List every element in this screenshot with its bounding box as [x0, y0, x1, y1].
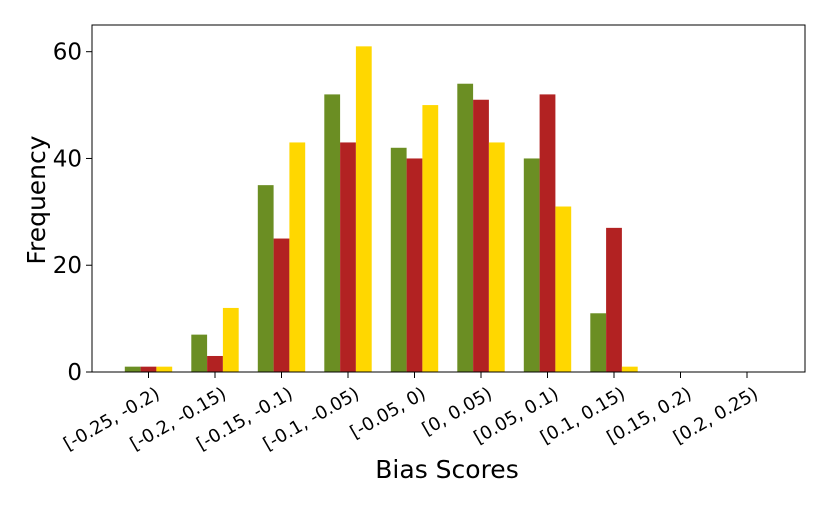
y-tick-label: 60 [53, 40, 82, 66]
y-axis-title: Frequency [22, 135, 51, 264]
bar-series-2-2 [273, 238, 290, 372]
bar-series-1-2 [257, 185, 274, 372]
bar-series-3-5 [488, 142, 505, 372]
bar-series-1-3 [324, 94, 341, 373]
plot-frame [91, 24, 806, 373]
x-tick-label: [-0.05, 0) [347, 383, 430, 443]
bar-series-1-7 [590, 313, 607, 372]
bar-series-1-5 [457, 83, 474, 372]
bar-series-3-3 [355, 46, 372, 372]
bar-series-3-1 [222, 307, 239, 372]
bar-series-3-4 [422, 105, 439, 372]
bar-series-1-0 [124, 366, 141, 372]
bar-series-2-3 [340, 142, 356, 372]
bar-series-2-4 [406, 158, 423, 372]
bar-series-2-5 [473, 99, 489, 373]
bar-series-3-0 [156, 366, 173, 372]
y-tick-label: 20 [53, 253, 82, 279]
bar-series-1-4 [390, 147, 407, 372]
x-axis: [-0.25, -0.2)[-0.2, -0.15)[-0.15, -0.1)[… [60, 372, 762, 455]
bar-series-2-7 [606, 227, 622, 372]
y-tick-label: 40 [53, 146, 82, 172]
bar-series-2-0 [140, 366, 157, 372]
bar-series-3-7 [621, 366, 638, 372]
bar-series-1-6 [523, 158, 540, 372]
bar-series-2-1 [207, 355, 223, 372]
bar-series-1-1 [191, 334, 208, 372]
bars-layer [124, 46, 638, 373]
bar-series-3-2 [289, 142, 306, 372]
y-axis: 0 20 40 60 [53, 40, 92, 386]
y-tick-label: 0 [67, 360, 82, 386]
bar-series-2-6 [539, 94, 556, 373]
bar-series-3-6 [555, 206, 572, 372]
x-axis-title: Bias Scores [375, 455, 518, 484]
